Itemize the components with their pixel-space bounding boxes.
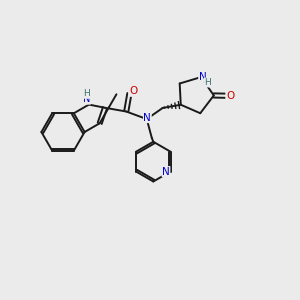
Text: N: N	[199, 72, 206, 82]
Text: H: H	[204, 78, 211, 87]
Text: H: H	[83, 89, 90, 98]
Text: O: O	[226, 91, 234, 101]
Text: N: N	[143, 112, 151, 123]
Text: N: N	[162, 167, 170, 177]
Text: N: N	[83, 94, 91, 104]
Text: O: O	[129, 86, 137, 96]
